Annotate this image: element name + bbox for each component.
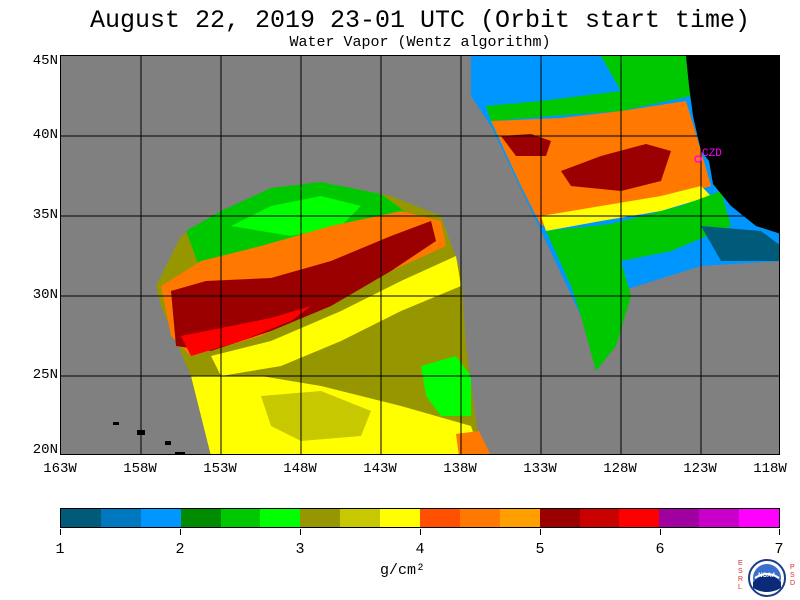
colorbar-tick <box>660 529 661 535</box>
colorbar-units: g/cm² <box>380 562 426 579</box>
map-title: August 22, 2019 23-01 UTC (Orbit start t… <box>89 6 751 35</box>
lon-label-118w: 118W <box>753 461 787 477</box>
lon-label-158w: 158W <box>123 461 157 477</box>
lon-label-153w: 153W <box>203 461 237 477</box>
lat-label-40n: 40N <box>32 127 58 143</box>
lon-label-163w: 163W <box>43 461 77 477</box>
green-tail <box>571 261 631 371</box>
colorbar-label-5: 5 <box>535 541 545 558</box>
darkred-core-north <box>501 134 551 156</box>
lon-label-148w: 148W <box>283 461 317 477</box>
darkred-core-east <box>561 144 671 191</box>
map-panel: CZD <box>60 55 780 455</box>
lon-label-138w: 138W <box>443 461 477 477</box>
green-band-east <box>546 191 731 286</box>
czd-marker-icon <box>694 155 702 163</box>
lon-label-123w: 123W <box>683 461 717 477</box>
colorbar-swatch <box>659 509 700 527</box>
colorbar-swatch <box>579 509 620 527</box>
colorbar-label-1: 1 <box>55 541 65 558</box>
green-patch-east <box>421 356 471 416</box>
svg-text:NOAA: NOAA <box>758 573 776 579</box>
colorbar-tick <box>779 529 780 535</box>
lon-label-143w: 143W <box>363 461 397 477</box>
lat-label-25n: 25N <box>32 367 58 383</box>
noaa-esrl-psd-logo: E S R L NOAA P S D <box>738 558 796 598</box>
yellow-band <box>211 256 461 376</box>
colorbar-swatch <box>420 509 460 527</box>
colorbar-tick <box>540 529 541 535</box>
colorbar-swatch <box>140 509 181 527</box>
water-vapor-map: CZD <box>61 56 779 454</box>
southern-orange-corner <box>456 431 491 454</box>
colorbar-tick <box>60 529 61 535</box>
moisture-plume-red <box>181 306 311 356</box>
colorbar-swatch <box>539 509 580 527</box>
colorbar-swatch <box>380 509 421 527</box>
colorbar-swatch <box>220 509 261 527</box>
lat-label-35n: 35N <box>32 207 58 223</box>
lon-label-133w: 133W <box>523 461 557 477</box>
colorbar-tick <box>420 529 421 535</box>
moisture-plume-darkred <box>171 221 436 351</box>
yellow-band-east <box>541 186 711 231</box>
colorbar-swatch <box>180 509 221 527</box>
colorbar-label-2: 2 <box>175 541 185 558</box>
land-mass <box>686 56 779 234</box>
logo-right-letters: P S D <box>790 564 796 587</box>
colorbar-swatch <box>739 509 780 527</box>
colorbar-swatch <box>619 509 660 527</box>
colorbar-swatch <box>499 509 540 527</box>
lat-label-30n: 30N <box>32 287 58 303</box>
hawaiian-islands <box>113 422 185 454</box>
western-swath <box>156 182 491 454</box>
colorbar <box>60 508 780 528</box>
map-grid <box>61 56 779 454</box>
colorbar-swatch <box>260 509 301 527</box>
north-green-band <box>486 56 691 121</box>
colorbar-swatch <box>459 509 500 527</box>
colorbar-swatch <box>100 509 141 527</box>
lat-label-20n: 20N <box>32 442 58 458</box>
colorbar-label-4: 4 <box>415 541 425 558</box>
lat-label-45n: 45N <box>32 53 58 69</box>
czd-marker-label: CZD <box>702 148 722 160</box>
colorbar-swatch <box>61 509 101 527</box>
lon-label-128w: 128W <box>603 461 637 477</box>
teal-coast-east <box>701 226 779 261</box>
map-subtitle: Water Vapor (Wentz algorithm) <box>289 34 551 51</box>
czd-station-marker: CZD <box>694 148 722 163</box>
colorbar-swatch <box>300 509 341 527</box>
colorbar-tick <box>180 529 181 535</box>
colorbar-label-7: 7 <box>774 541 784 558</box>
colorbar-label-3: 3 <box>295 541 305 558</box>
colorbar-label-6: 6 <box>655 541 665 558</box>
southern-olive-patches <box>261 391 371 441</box>
noaa-badge-icon: NOAA <box>748 559 786 597</box>
colorbar-swatch <box>340 509 381 527</box>
logo-left-letters: E S R L <box>738 560 744 591</box>
colorbar-swatch <box>699 509 740 527</box>
colorbar-tick <box>300 529 301 535</box>
